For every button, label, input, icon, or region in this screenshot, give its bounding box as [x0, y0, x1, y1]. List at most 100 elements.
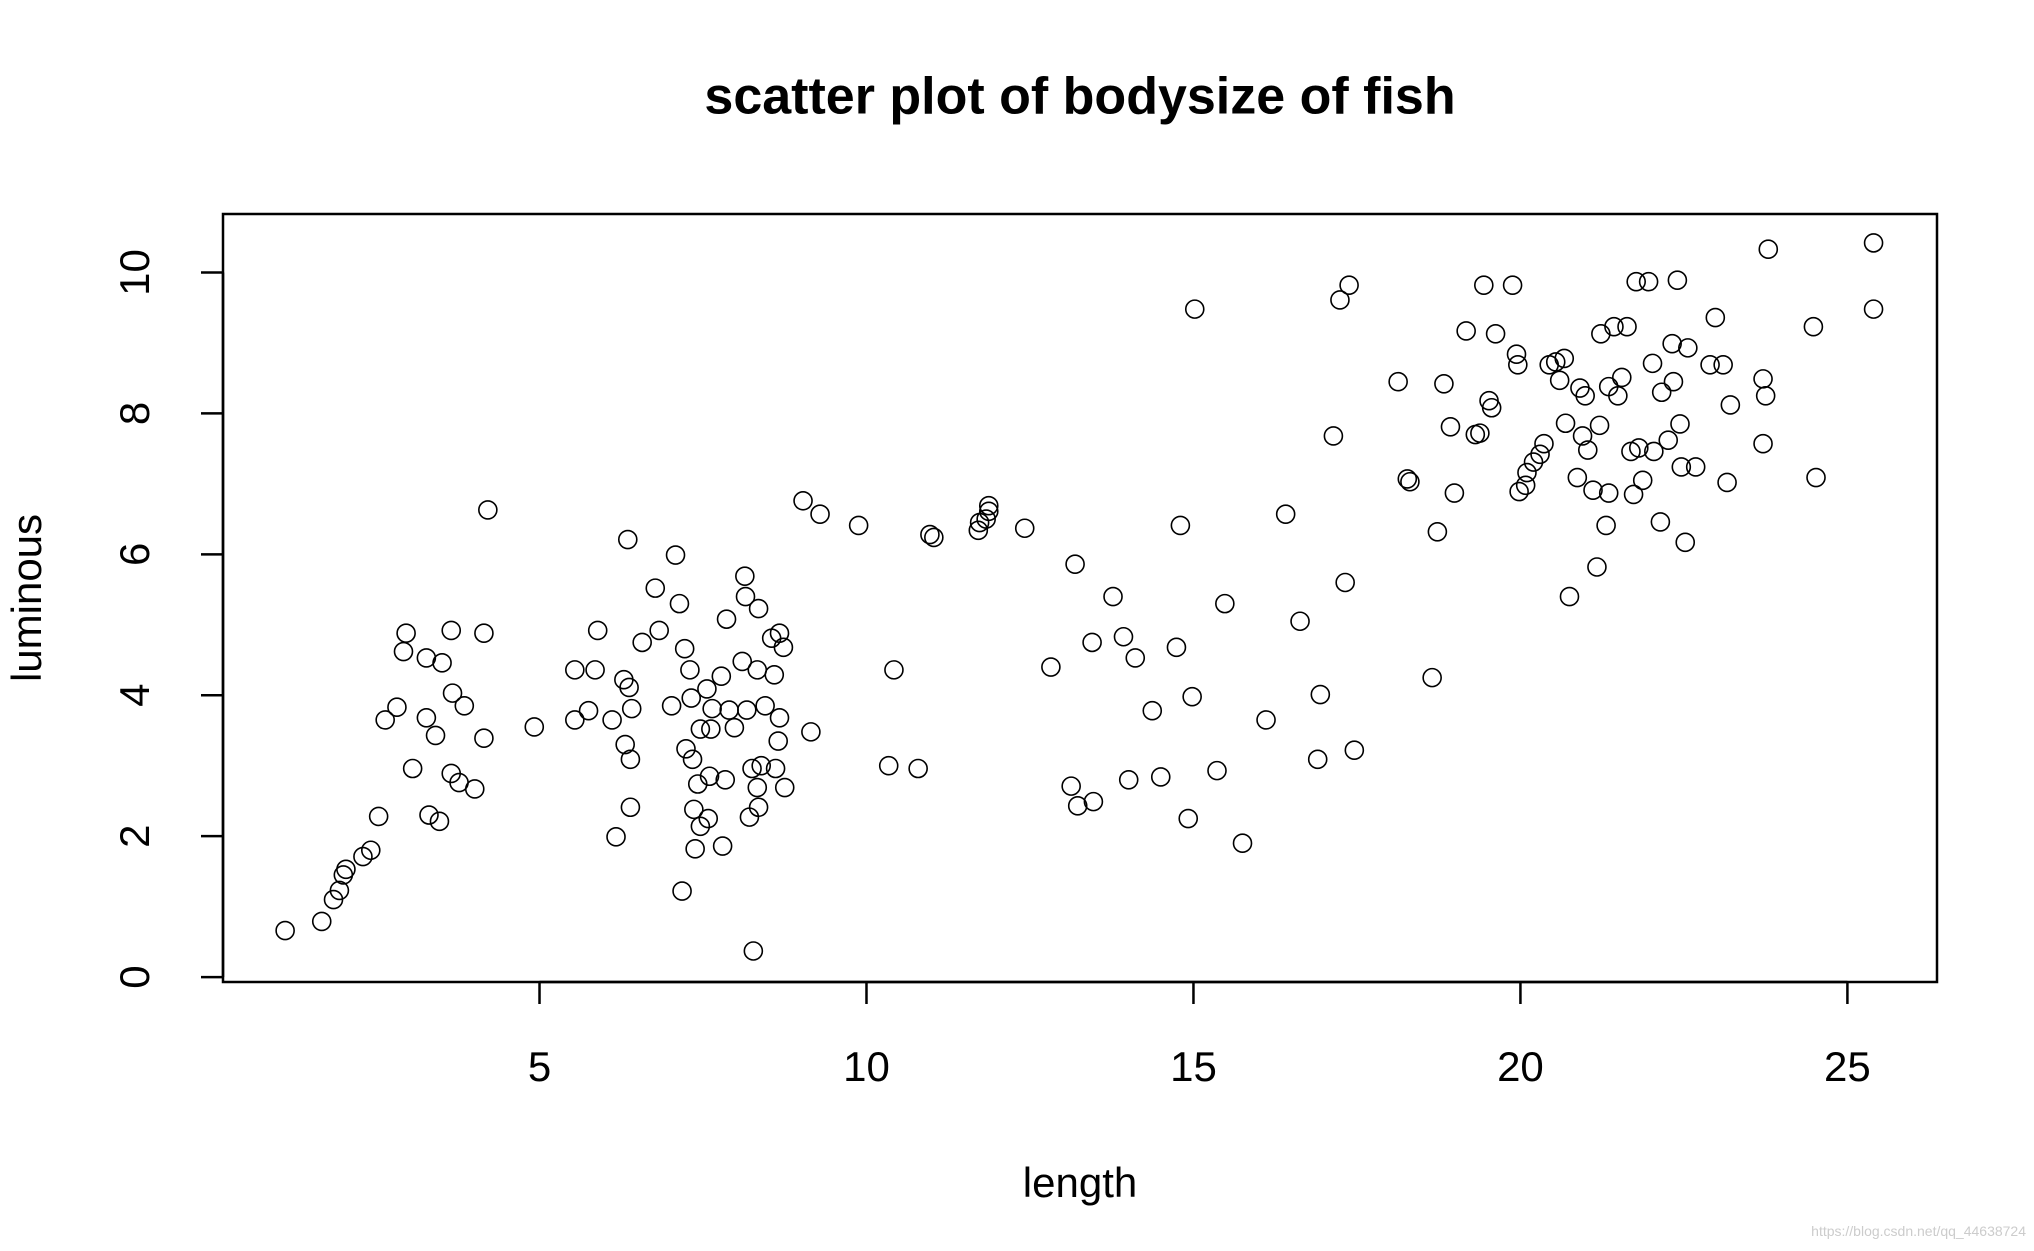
- point: [1583, 480, 1603, 500]
- point: [1720, 395, 1741, 415]
- point: [747, 777, 768, 798]
- point: [1572, 426, 1593, 446]
- point: [702, 698, 722, 719]
- point: [1470, 423, 1490, 443]
- point: [619, 677, 639, 698]
- point: [1118, 769, 1139, 790]
- point: [751, 755, 771, 776]
- point: [1604, 316, 1624, 337]
- point: [1125, 648, 1146, 668]
- point: [578, 700, 599, 721]
- point: [1207, 760, 1227, 781]
- point: [416, 707, 437, 728]
- point: [1067, 796, 1088, 816]
- point: [801, 722, 821, 742]
- y-tick-label: 2: [111, 824, 158, 847]
- point: [1142, 700, 1163, 721]
- point: [768, 731, 789, 751]
- point: [1617, 316, 1637, 337]
- point: [1422, 667, 1442, 688]
- point: [1256, 710, 1276, 730]
- point: [587, 620, 608, 641]
- point: [360, 840, 381, 861]
- point: [1184, 299, 1205, 319]
- point: [699, 766, 720, 787]
- point: [1290, 611, 1310, 632]
- point: [1061, 776, 1081, 796]
- point: [1554, 348, 1575, 369]
- point: [454, 696, 475, 716]
- point: [329, 880, 350, 901]
- point: [1628, 438, 1649, 458]
- y-tick-label: 0: [111, 965, 158, 988]
- point: [1113, 626, 1134, 647]
- point: [674, 638, 695, 659]
- y-tick-label: 8: [111, 402, 158, 425]
- x-tick-label: 20: [1497, 1043, 1544, 1090]
- point: [617, 529, 638, 550]
- y-tick-label: 6: [111, 543, 158, 566]
- point: [1427, 521, 1448, 542]
- y-axis-label: luminous: [3, 514, 50, 682]
- point: [645, 578, 666, 598]
- point: [1215, 593, 1235, 614]
- x-tick-label: 10: [843, 1043, 890, 1090]
- point: [681, 688, 702, 708]
- point: [1041, 657, 1061, 677]
- point: [1339, 275, 1359, 295]
- point: [661, 696, 682, 716]
- point: [1717, 472, 1737, 493]
- point: [1481, 397, 1502, 418]
- point: [1608, 385, 1628, 406]
- point: [742, 758, 762, 779]
- point: [1758, 239, 1779, 260]
- point: [712, 836, 733, 856]
- point: [1642, 353, 1663, 374]
- point: [737, 700, 757, 720]
- point: [748, 797, 769, 818]
- point: [748, 598, 769, 619]
- point: [1713, 354, 1733, 375]
- point: [716, 609, 737, 629]
- point: [442, 683, 463, 703]
- point: [478, 500, 498, 520]
- point: [1675, 532, 1696, 553]
- point: [765, 758, 786, 779]
- point: [1523, 452, 1544, 472]
- point: [920, 524, 940, 545]
- point: [387, 697, 407, 718]
- point: [976, 509, 996, 529]
- point: [464, 779, 485, 799]
- point: [739, 807, 760, 827]
- point: [878, 755, 899, 776]
- point: [1863, 233, 1884, 253]
- point: [1310, 684, 1331, 705]
- y-tick-label: 4: [111, 684, 158, 707]
- point: [1651, 382, 1672, 403]
- point: [1705, 307, 1726, 328]
- point: [1508, 354, 1528, 375]
- point: [1753, 433, 1773, 454]
- point: [1575, 385, 1595, 406]
- point: [1182, 686, 1202, 707]
- point: [1662, 333, 1682, 354]
- point: [1755, 385, 1776, 406]
- point: [711, 666, 732, 687]
- point: [1515, 475, 1536, 496]
- point: [732, 651, 753, 672]
- point: [755, 696, 775, 716]
- point: [685, 839, 705, 859]
- point: [1587, 557, 1607, 577]
- point: [769, 707, 790, 728]
- point: [1638, 271, 1659, 292]
- point: [1344, 740, 1365, 760]
- point: [672, 881, 692, 901]
- point: [676, 738, 696, 759]
- point: [1444, 483, 1465, 503]
- point: [396, 623, 416, 644]
- point: [1670, 414, 1690, 434]
- watermark: https://blog.csdn.net/qq_44638724: [1811, 1223, 2026, 1239]
- point: [669, 593, 690, 614]
- x-tick-label: 15: [1170, 1043, 1217, 1090]
